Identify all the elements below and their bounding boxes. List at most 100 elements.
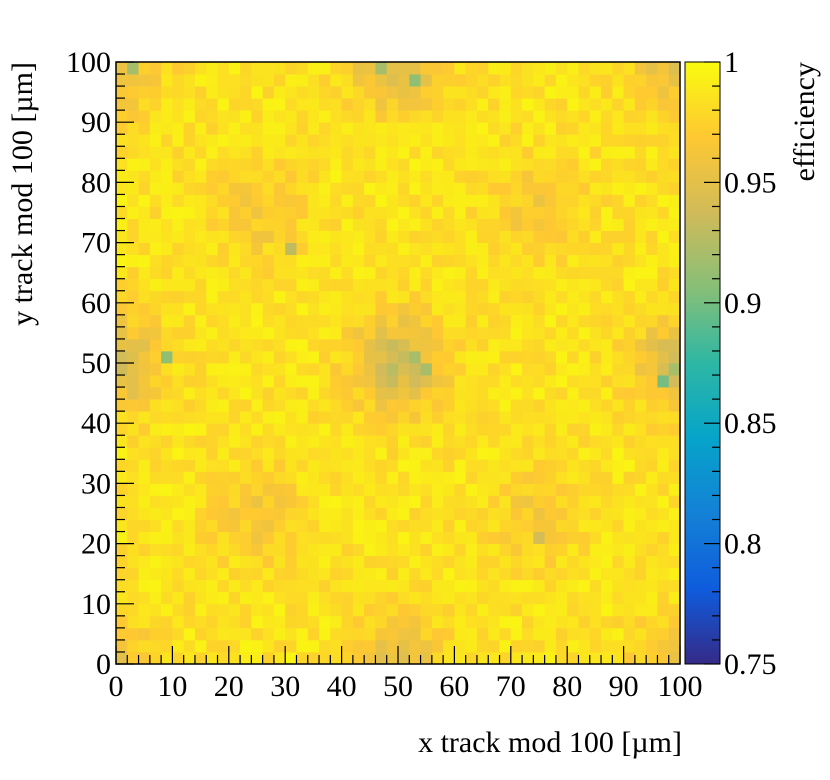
heatmap-cell <box>375 435 388 448</box>
heatmap-cell <box>488 423 500 436</box>
heatmap-cell <box>116 471 128 484</box>
heatmap-cell <box>375 363 388 376</box>
heatmap-cell <box>206 62 218 75</box>
heatmap-cell <box>420 86 433 99</box>
heatmap-cell <box>194 627 207 641</box>
heatmap-cell <box>285 495 297 508</box>
heatmap-cell <box>544 531 557 544</box>
heatmap-cell <box>116 387 128 400</box>
heatmap-cell <box>601 579 613 593</box>
heatmap-cell <box>285 639 297 653</box>
heatmap-cell <box>330 242 342 256</box>
heatmap-cell <box>285 531 297 544</box>
heatmap-cell <box>341 242 354 256</box>
heatmap-cell <box>612 423 624 436</box>
heatmap-cell <box>465 134 478 147</box>
heatmap-cell <box>544 86 557 99</box>
heatmap-cell <box>364 74 376 87</box>
heatmap-cell <box>262 338 275 352</box>
heatmap-cell <box>273 194 286 207</box>
heatmap-cell <box>352 531 365 544</box>
heatmap-cell <box>127 555 139 569</box>
heatmap-cell <box>183 471 196 484</box>
y-tick-label: 90 <box>81 106 111 139</box>
heatmap-cell <box>567 555 579 569</box>
heatmap-cell <box>149 146 162 159</box>
heatmap-cell <box>319 302 331 316</box>
heatmap-cell <box>488 266 500 280</box>
heatmap-cell <box>623 483 636 496</box>
heatmap-cell <box>589 651 602 665</box>
heatmap-cell <box>127 507 139 520</box>
heatmap-cell <box>127 471 139 484</box>
heatmap-cell <box>454 206 467 219</box>
heatmap-cell <box>386 615 399 629</box>
heatmap-cell <box>589 507 602 520</box>
heatmap-cell <box>510 98 523 111</box>
heatmap-cell <box>330 519 342 532</box>
heatmap-cell <box>476 146 489 159</box>
heatmap-cell <box>465 495 478 508</box>
heatmap-cell <box>127 134 139 147</box>
heatmap-cell <box>251 447 264 460</box>
heatmap-cell <box>149 302 162 316</box>
heatmap-cell <box>601 110 613 123</box>
heatmap-cell <box>364 350 376 364</box>
heatmap-cell <box>217 266 230 280</box>
heatmap-cell <box>398 194 410 207</box>
heatmap-cell <box>352 399 365 412</box>
heatmap-cell <box>544 170 557 183</box>
x-tick-label: 100 <box>658 670 703 703</box>
heatmap-cell <box>612 375 624 388</box>
heatmap-cell <box>398 182 410 195</box>
heatmap-cell <box>319 86 331 99</box>
heatmap-cell <box>251 74 264 87</box>
heatmap-cell <box>194 134 207 147</box>
heatmap-cell <box>398 218 410 231</box>
heatmap-cell <box>589 399 602 412</box>
heatmap-cell <box>544 182 557 195</box>
heatmap-cell <box>262 266 275 280</box>
heatmap-cell <box>476 399 489 412</box>
heatmap-cell <box>623 375 636 388</box>
heatmap-cell <box>194 62 207 75</box>
heatmap-cell <box>240 423 252 436</box>
heatmap-cell <box>634 471 647 484</box>
heatmap-cell <box>409 651 421 665</box>
heatmap-cell <box>443 519 455 532</box>
heatmap-cell <box>228 98 241 111</box>
heatmap-cell <box>319 74 331 87</box>
heatmap-cell <box>251 110 264 123</box>
heatmap-cell <box>352 543 365 557</box>
heatmap-cell <box>499 266 512 280</box>
heatmap-cell <box>228 411 241 424</box>
heatmap-cell <box>578 579 591 593</box>
heatmap-cell <box>431 146 444 159</box>
heatmap-cell <box>206 543 218 557</box>
heatmap-cell <box>578 230 591 243</box>
heatmap-cell <box>352 254 365 268</box>
heatmap-cell <box>465 603 478 617</box>
heatmap-cell <box>240 110 252 123</box>
heatmap-cell <box>285 603 297 617</box>
heatmap-cell <box>454 375 467 388</box>
heatmap-cell <box>522 314 534 328</box>
heatmap-cell <box>465 591 478 605</box>
heatmap-cell <box>522 435 534 448</box>
heatmap-cell <box>149 290 162 304</box>
heatmap-cell <box>420 483 433 496</box>
heatmap-cell <box>601 447 613 460</box>
heatmap-cell <box>240 459 252 472</box>
heatmap-cell <box>601 86 613 99</box>
heatmap-cell <box>533 230 546 243</box>
heatmap-cell <box>352 387 365 400</box>
heatmap-cell <box>127 459 139 472</box>
heatmap-cell <box>341 122 354 135</box>
heatmap-cell <box>251 627 264 641</box>
heatmap-cell <box>443 242 455 256</box>
heatmap-cell <box>476 579 489 593</box>
heatmap-cell <box>499 326 512 340</box>
heatmap-cell <box>646 483 658 496</box>
heatmap-cell <box>273 651 286 665</box>
